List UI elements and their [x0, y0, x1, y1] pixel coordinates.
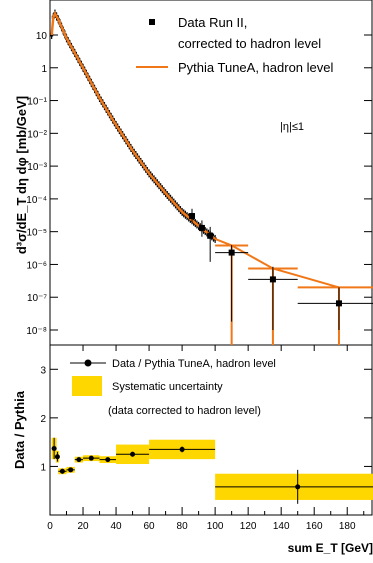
top-y-axis: 10⁻⁸ 10⁻⁷ 10⁻⁶ 10⁻⁵ 10⁻⁴ 10⁻³ 10⁻² 10⁻¹ 1 10: [26, 31, 372, 337]
data-marker: [198, 224, 205, 231]
bottom-data-layer: [51, 437, 373, 504]
top-y-tick-label: 10⁻⁶: [26, 260, 47, 271]
x-tick-label: 180: [339, 521, 356, 532]
ratio-marker: [51, 445, 57, 451]
top-y-axis-label: d³σ/dE_T dη dφ [mb/GeV]: [14, 96, 29, 254]
x-tick-label: 160: [306, 521, 323, 532]
top-data-layer: [50, 9, 373, 345]
ratio-marker: [88, 455, 94, 461]
top-y-tick-label: 10⁻⁷: [27, 293, 47, 304]
bottom-axes: 1 2 3 0 20 40 60 80 100 120 140 160 180: [40, 345, 372, 532]
top-y-tick-label: 1: [41, 64, 47, 75]
legend-pythia-label: Pythia TuneA, hadron level: [178, 60, 333, 75]
top-y-tick-label: 10⁻¹: [27, 97, 47, 108]
legend-data-label-1: Data Run II,: [178, 15, 247, 30]
ratio-marker: [59, 468, 65, 474]
ratio-marker: [68, 467, 74, 473]
note-text: (data corrected to hadron level): [108, 405, 261, 417]
ratio-marker: [76, 457, 82, 463]
bottom-y-axis-label: Data / Pythia: [12, 390, 27, 469]
top-y-tick-label: 10⁻⁸: [26, 326, 47, 337]
data-marker: [207, 232, 214, 239]
top-y-tick-label: 10⁻⁵: [26, 228, 47, 239]
bottom-y-tick-label: 2: [40, 414, 46, 425]
x-tick-label: 60: [144, 521, 156, 532]
bottom-y-tick-label: 1: [40, 462, 46, 473]
legend-ratio-label: Data / Pythia TuneA, hadron level: [112, 358, 276, 370]
x-tick-label: 80: [177, 521, 189, 532]
x-tick-label: 100: [207, 521, 224, 532]
top-plot-frame: [49, 0, 373, 346]
ratio-marker: [295, 484, 301, 490]
top-y-tick-label: 10⁻²: [27, 129, 47, 140]
x-tick-label: 140: [273, 521, 290, 532]
ratio-marker: [179, 446, 185, 452]
data-marker: [189, 213, 196, 220]
legend-syst-label: Systematic uncertainty: [112, 381, 223, 393]
legend-data-marker: [149, 19, 155, 25]
bottom-plot-frame: [49, 344, 373, 516]
top-y-tick-label: 10: [36, 31, 48, 42]
x-tick-label: 0: [47, 521, 53, 532]
data-marker: [269, 276, 276, 283]
top-y-tick-label: 10⁻⁴: [26, 195, 47, 206]
data-marker: [335, 300, 342, 307]
legend-ratio-marker: [84, 359, 92, 367]
x-tick-label: 40: [110, 521, 122, 532]
top-y-tick-label: 10⁻³: [27, 162, 47, 173]
eta-annotation: |η|≤1: [280, 121, 304, 133]
ratio-marker: [54, 454, 60, 460]
x-tick-label: 20: [77, 521, 89, 532]
legend-syst-box: [72, 376, 102, 396]
x-tick-label: 120: [240, 521, 257, 532]
ratio-marker: [130, 451, 136, 457]
data-marker: [228, 249, 235, 256]
x-axis-label: sum E_T [GeV]: [288, 541, 373, 555]
data-marker: [50, 33, 54, 37]
bottom-y-tick-label: 3: [40, 365, 46, 376]
ratio-marker: [105, 457, 111, 463]
pythia-curve: [50, 10, 216, 240]
legend-data-label-2: corrected to hadron level: [178, 36, 321, 51]
pythia-tail: [214, 237, 340, 289]
